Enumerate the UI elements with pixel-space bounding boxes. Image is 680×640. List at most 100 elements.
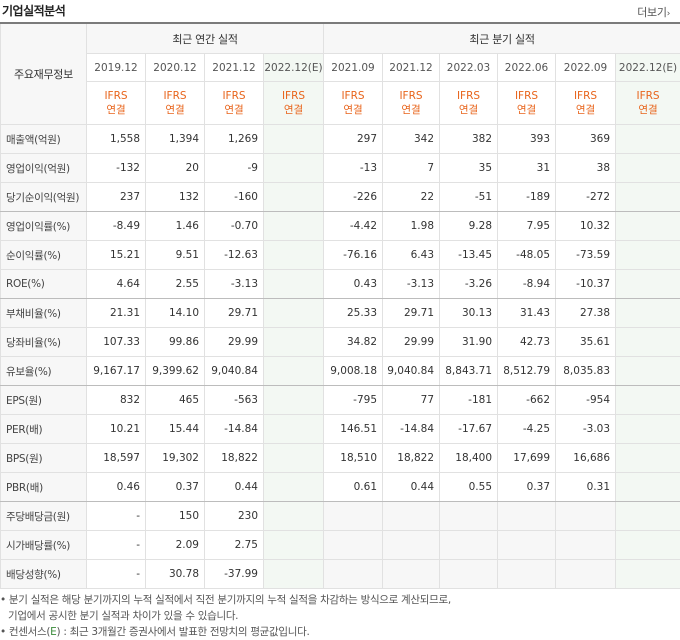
table-cell <box>264 502 324 531</box>
table-row: 배당성향(%)-30.78-37.99 <box>1 560 680 589</box>
ifrs-label: IFRS <box>440 89 497 103</box>
table-cell: 465 <box>146 386 205 415</box>
footnotes: • 분기 실적은 해당 분기까지의 누적 실적에서 직전 분기까지의 누적 실적… <box>0 592 451 640</box>
table-cell: -272 <box>556 183 616 212</box>
table-cell <box>383 560 440 589</box>
table-cell <box>264 270 324 299</box>
table-cell: 150 <box>146 502 205 531</box>
table-cell: 146.51 <box>324 415 383 444</box>
consolidated-label: 연결 <box>440 103 497 117</box>
table-cell: 9,008.18 <box>324 357 383 386</box>
table-cell: 6.43 <box>383 241 440 270</box>
table-cell: 8,843.71 <box>440 357 498 386</box>
row-label: EPS(원) <box>1 386 87 415</box>
table-cell: 31.90 <box>440 328 498 357</box>
table-cell <box>264 125 324 154</box>
consolidated-label: 연결 <box>205 103 263 117</box>
table-cell: 29.71 <box>205 299 264 328</box>
more-label[interactable]: 더보기 <box>637 6 666 19</box>
period-header: 2021.12 <box>205 54 264 82</box>
period-header: 2021.12 <box>383 54 440 82</box>
table-cell: -13 <box>324 154 383 183</box>
table-cell <box>616 154 680 183</box>
table-cell: 0.43 <box>324 270 383 299</box>
table-cell: 10.21 <box>87 415 146 444</box>
table-cell: 34.82 <box>324 328 383 357</box>
more-link[interactable]: 더보기› <box>637 4 670 20</box>
table-cell: 0.37 <box>146 473 205 502</box>
table-cell: 31 <box>498 154 556 183</box>
table-cell: -14.84 <box>383 415 440 444</box>
chevron-right-icon[interactable]: › <box>667 9 670 19</box>
table-cell <box>264 183 324 212</box>
table-cell: 15.21 <box>87 241 146 270</box>
table-cell: 1.98 <box>383 212 440 241</box>
table-cell: -13.45 <box>440 241 498 270</box>
table-cell <box>264 357 324 386</box>
table-cell: 19,302 <box>146 444 205 473</box>
table-cell <box>498 502 556 531</box>
table-cell <box>616 183 680 212</box>
table-cell: 30.13 <box>440 299 498 328</box>
table-cell: -4.42 <box>324 212 383 241</box>
table-cell <box>440 502 498 531</box>
table-cell <box>324 560 383 589</box>
table-cell: -3.03 <box>556 415 616 444</box>
row-label: 시가배당률(%) <box>1 531 87 560</box>
table-cell: -181 <box>440 386 498 415</box>
table-cell <box>616 299 680 328</box>
row-label: 부채비율(%) <box>1 299 87 328</box>
footnote-1: • 분기 실적은 해당 분기까지의 누적 실적에서 직전 분기까지의 누적 실적… <box>0 592 451 608</box>
table-cell: 16,686 <box>556 444 616 473</box>
table-cell: 99.86 <box>146 328 205 357</box>
table-cell <box>616 125 680 154</box>
table-cell <box>616 357 680 386</box>
table-cell <box>616 560 680 589</box>
table-cell: -4.25 <box>498 415 556 444</box>
period-header: 2019.12 <box>87 54 146 82</box>
table-cell: 7.95 <box>498 212 556 241</box>
row-label: 영업이익(억원) <box>1 154 87 183</box>
table-cell <box>264 531 324 560</box>
table-cell: 107.33 <box>87 328 146 357</box>
row-label: 당기순이익(억원) <box>1 183 87 212</box>
table-cell <box>264 444 324 473</box>
table-cell: 29.99 <box>205 328 264 357</box>
table-cell <box>383 502 440 531</box>
row-label: 주당배당금(원) <box>1 502 87 531</box>
table-cell <box>264 473 324 502</box>
table-cell: -10.37 <box>556 270 616 299</box>
table-cell: 1.46 <box>146 212 205 241</box>
table-cell: 0.55 <box>440 473 498 502</box>
consolidated-label: 연결 <box>324 103 382 117</box>
table-cell: 2.75 <box>205 531 264 560</box>
table-cell: 18,400 <box>440 444 498 473</box>
table-cell <box>498 531 556 560</box>
table-cell: 297 <box>324 125 383 154</box>
table-cell: 15.44 <box>146 415 205 444</box>
table-cell: 31.43 <box>498 299 556 328</box>
table-cell <box>616 328 680 357</box>
table-cell: -563 <box>205 386 264 415</box>
table-cell <box>616 531 680 560</box>
table-cell: -9 <box>205 154 264 183</box>
ifrs-label: IFRS <box>87 89 145 103</box>
table-cell <box>616 444 680 473</box>
row-label: 배당성향(%) <box>1 560 87 589</box>
table-cell: -37.99 <box>205 560 264 589</box>
table-cell: 27.38 <box>556 299 616 328</box>
table-cell: 9.51 <box>146 241 205 270</box>
